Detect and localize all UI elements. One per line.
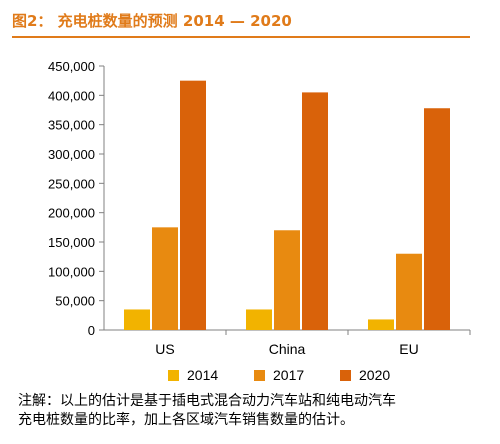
y-tick-label: 450,000 <box>48 59 95 74</box>
bar-2020-eu <box>424 108 450 331</box>
legend-swatch-2020 <box>340 370 351 381</box>
bar-2017-china <box>274 230 300 330</box>
note-line-1: 注解：以上的估计是基于插电式混合动力汽车站和纯电动汽车 <box>18 393 396 409</box>
note-line-2: 充电桩数量的比率，加上各区域汽车销售数量的估计。 <box>18 412 354 428</box>
legend-swatch-2017 <box>254 370 265 381</box>
bar-2014-us <box>124 309 150 330</box>
y-tick-label: 0 <box>88 323 95 338</box>
bar-2017-eu <box>396 253 422 330</box>
y-tick-label: 100,000 <box>48 264 95 279</box>
y-tick-label: 350,000 <box>48 118 95 133</box>
legend-label-2020: 2020 <box>359 367 390 383</box>
figure-note: 注解：以上的估计是基于插电式混合动力汽车站和纯电动汽车 充电桩数量的比率，加上各… <box>18 392 486 430</box>
title-divider <box>12 36 470 38</box>
figure-title: 图2： 充电桩数量的预测 2014 — 2020 <box>12 12 292 30</box>
y-tick-label: 50,000 <box>55 294 95 309</box>
y-tick-label: 300,000 <box>48 147 95 162</box>
bar-2014-eu <box>368 319 394 330</box>
y-tick-label: 400,000 <box>48 88 95 103</box>
x-category-label: China <box>269 341 306 357</box>
bar-chart: 0 50,000 100,000 150,000 200,000 250,000 300,0… <box>48 59 471 383</box>
legend-label-2014: 2014 <box>187 367 218 383</box>
bar-2014-china <box>246 309 272 330</box>
legend-label-2017: 2017 <box>273 367 304 383</box>
bar-2020-us <box>180 80 206 331</box>
x-category-label: US <box>155 341 174 357</box>
x-category-label: EU <box>399 341 418 357</box>
bar-2020-china <box>302 92 328 331</box>
bar-2017-us <box>152 227 178 330</box>
y-tick-label: 250,000 <box>48 176 95 191</box>
y-tick-label: 200,000 <box>48 206 95 221</box>
y-tick-label: 150,000 <box>48 235 95 250</box>
legend-swatch-2014 <box>168 370 179 381</box>
